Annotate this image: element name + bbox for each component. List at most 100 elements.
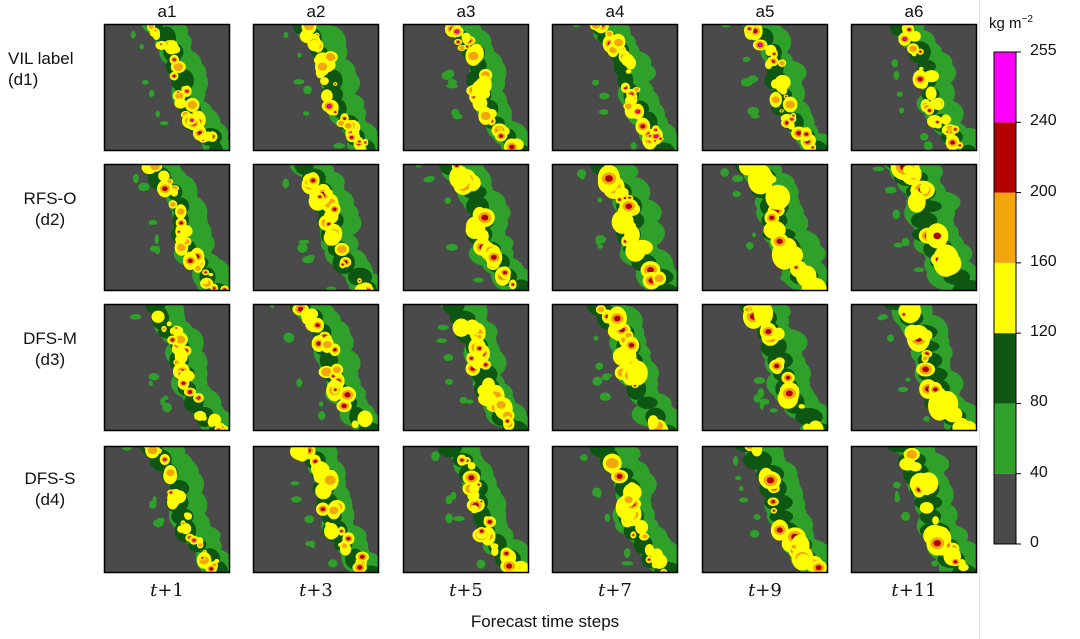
field-contour [769, 408, 778, 413]
field-contour [121, 446, 132, 451]
field-contour [340, 529, 343, 533]
field-contour [445, 243, 458, 251]
field-contour [651, 553, 668, 569]
field-contour [302, 111, 310, 116]
field-contour [354, 283, 367, 291]
field-contour [468, 475, 475, 481]
field-contour [720, 168, 729, 177]
field-contour [201, 557, 204, 559]
field-contour [580, 454, 588, 461]
field-contour [480, 500, 483, 503]
forecast-panel-4-1 [104, 446, 230, 573]
field-contour [310, 540, 315, 549]
column-title-a6: a6 [904, 2, 924, 21]
field-contour [891, 59, 899, 68]
field-contour [175, 335, 186, 344]
field-contour [752, 232, 757, 238]
forecast-panel-1-4 [552, 24, 678, 151]
field-contour [341, 263, 344, 266]
field-contour [932, 516, 939, 525]
field-contour [780, 110, 783, 112]
colorbar-tick-label: 40 [1030, 463, 1048, 481]
field-contour [780, 275, 788, 281]
field-contour [592, 376, 603, 386]
field-contour [327, 104, 331, 108]
field-contour [743, 450, 773, 470]
field-contour [942, 125, 948, 132]
field-contour [646, 267, 654, 273]
field-contour [331, 374, 335, 378]
field-contour [621, 561, 634, 566]
forecast-panel-3-2 [253, 304, 379, 431]
field-contour [341, 543, 348, 549]
field-contour [290, 481, 300, 486]
field-contour [194, 410, 207, 421]
field-contour [197, 130, 202, 135]
field-contour [625, 69, 632, 74]
field-contour [477, 483, 480, 486]
colorbar-level-120-160 [994, 262, 1016, 334]
time-step-label: t+7 [598, 580, 632, 601]
field-contour [148, 89, 155, 98]
field-contour [747, 75, 759, 83]
field-contour [297, 306, 304, 312]
field-contour [922, 366, 929, 373]
field-contour [149, 30, 155, 35]
field-contour [753, 304, 774, 326]
panel-frame [103, 303, 231, 432]
field-contour [647, 415, 659, 429]
time-step-label: t+1 [150, 580, 184, 601]
field-contour [149, 245, 159, 252]
field-contour [502, 270, 508, 275]
field-contour [771, 96, 780, 104]
field-contour [931, 560, 938, 567]
field-contour [642, 534, 648, 539]
field-contour [187, 258, 193, 263]
row-code: (d1) [8, 70, 39, 89]
field-contour [332, 207, 337, 212]
field-contour [147, 446, 158, 455]
field-contour [476, 559, 486, 569]
row-code: (d2) [34, 210, 66, 229]
forecast-panel-1-3 [403, 24, 529, 151]
field-contour [771, 500, 776, 504]
field-contour [899, 457, 916, 471]
field-contour [940, 114, 951, 125]
field-contour [459, 45, 465, 51]
field-contour [950, 140, 956, 145]
field-contour [148, 380, 154, 387]
field-contour [163, 458, 166, 461]
field-contour [358, 141, 361, 143]
field-contour [790, 118, 793, 120]
field-contour [304, 24, 314, 31]
field-contour [344, 122, 352, 129]
field-contour [338, 120, 345, 126]
field-contour [903, 37, 906, 41]
field-contour [953, 560, 958, 564]
field-contour [334, 111, 337, 113]
field-contour [896, 91, 903, 97]
field-contour [155, 110, 161, 118]
forecast-panel-1-1 [104, 24, 230, 151]
panel-frame [551, 303, 679, 432]
field-contour [304, 515, 315, 524]
field-contour [177, 91, 179, 93]
field-contour [437, 446, 463, 458]
field-contour [177, 243, 186, 252]
field-contour [447, 79, 457, 86]
field-contour [893, 242, 903, 248]
field-contour [472, 80, 486, 98]
field-contour [487, 519, 492, 524]
row-title-d2: RFS-O (d2) [0, 188, 100, 230]
field-contour [601, 375, 610, 381]
field-contour [627, 360, 648, 386]
field-contour [333, 388, 337, 391]
field-contour [333, 143, 346, 149]
field-contour [787, 246, 804, 265]
row-name: DFS-S [24, 469, 76, 488]
colorbar-level-80-120 [994, 333, 1016, 404]
field-contour [936, 120, 939, 124]
field-contour [181, 381, 186, 385]
row-code: (d4) [34, 490, 66, 509]
field-contour [332, 348, 337, 352]
